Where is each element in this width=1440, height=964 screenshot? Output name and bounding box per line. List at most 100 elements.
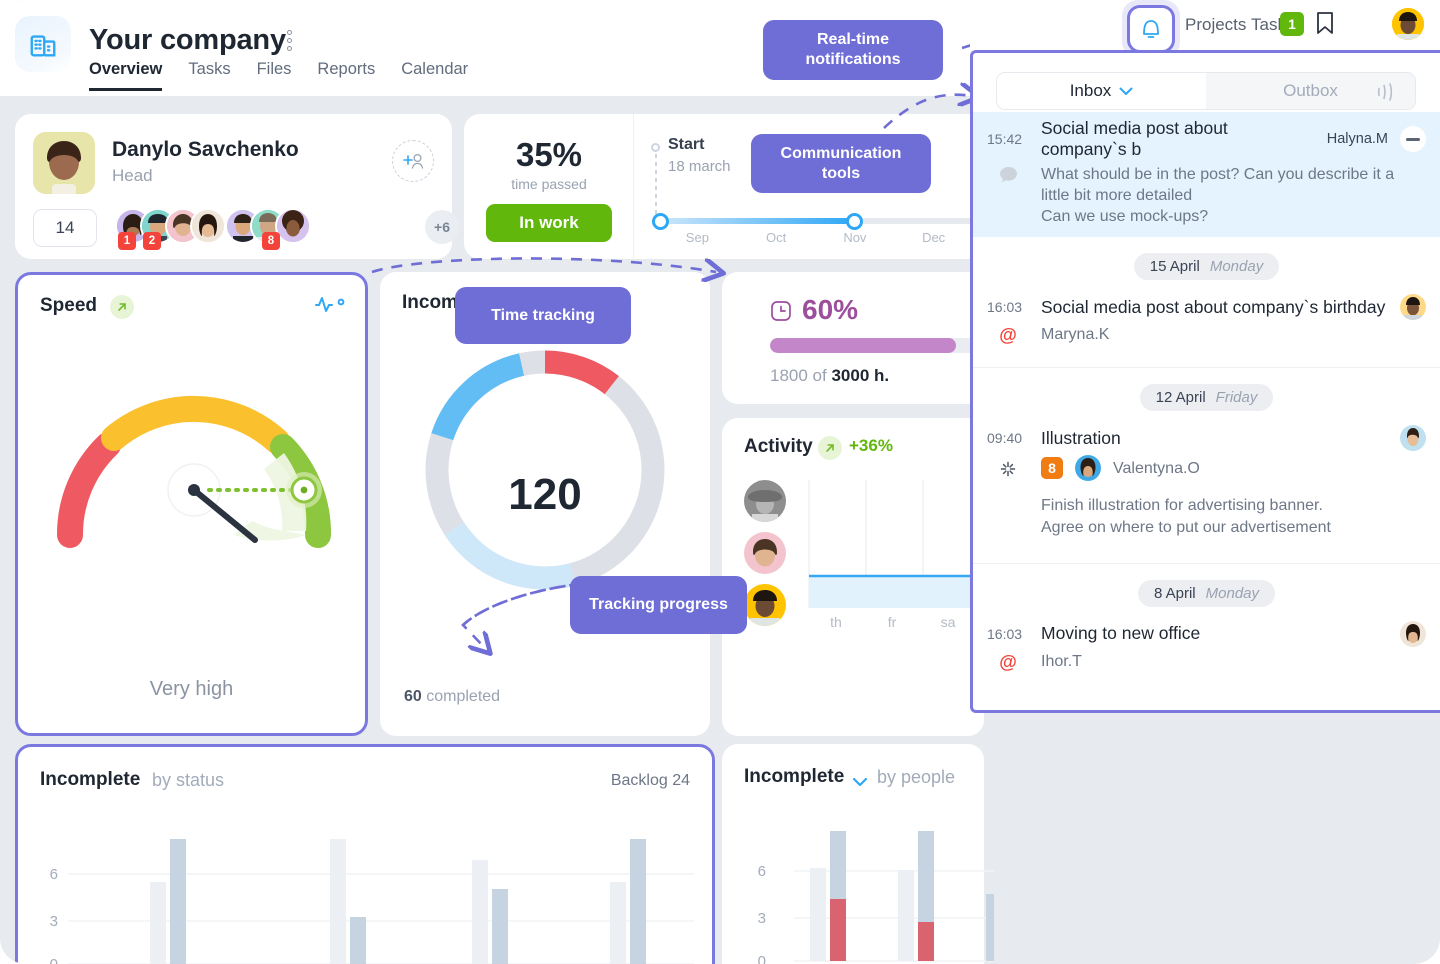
activity-card: Activity +36% [722,418,1008,736]
month-label: Dec [922,230,946,245]
avatar [33,132,95,194]
time-passed-label: time passed [511,176,587,192]
timeline-handle-end[interactable] [846,212,863,230]
day-date: Friday [1215,389,1258,407]
notification-item[interactable]: 15:42 Social media post about company`s … [973,112,1440,238]
message-title: Moving to new office [1041,623,1201,644]
timeline-slider[interactable] [652,212,973,230]
timeline-start-marker [651,143,660,152]
day-label: 12 April [1155,389,1206,407]
notifications-body: Inbox Outbox [970,50,1440,713]
completed-count: 60 [404,688,422,705]
nav-link-projects[interactable]: Projects [1185,15,1247,34]
pulse-icon [315,295,345,318]
day-separator: 15 April Monday [1133,253,1280,281]
kebab-menu-icon[interactable] [283,30,295,54]
avatar[interactable] [744,480,786,522]
day-label: 15 April [1149,258,1200,276]
avatar[interactable] [1075,455,1101,482]
svg-text:3: 3 [758,910,766,927]
more-members[interactable]: +6 [425,210,459,244]
start-label: Start [668,136,705,153]
start-date: 18 march [668,158,731,175]
tab-overview[interactable]: Overview [89,60,163,91]
tab-files[interactable]: Files [256,60,292,78]
trend-up-icon [818,436,842,460]
speed-gauge-chart [56,395,332,548]
page-title: Your company [89,24,286,56]
message-time: 16:03 [987,299,1023,316]
inbox-outbox-toggle: Inbox Outbox [996,72,1416,110]
notification-item[interactable]: 09:40 Illustration [973,419,1440,548]
day-separator: 12 April Friday [1139,384,1274,412]
building-icon [15,16,71,72]
avatar[interactable] [1400,620,1426,647]
dashboard-workspace: Danylo Savchenko Head 14 [0,96,1440,964]
status-button[interactable]: In work [486,204,612,242]
message-body: Finish illustration for advertising bann… [1041,497,1331,537]
avatar[interactable] [190,208,226,244]
notification-item[interactable]: 16:03 Moving to new office @ Ihor.T [973,615,1440,682]
tab-inbox[interactable]: Inbox [997,73,1206,109]
day-label: th [830,614,842,630]
user-avatar[interactable] [1392,8,1424,40]
time-hours: 1800 of 3000 h. [770,366,889,386]
speed-title: Speed [40,295,98,316]
message-title: Social media post about company`s birthd… [1041,296,1386,317]
avatar[interactable] [1400,425,1426,452]
task-count-badge: 1 [1280,12,1304,36]
clock-icon [770,300,792,327]
day-label: sa [940,614,956,630]
activity-avatars [744,480,786,636]
avatar[interactable] [744,532,786,574]
people-chart-title: Incomplete [744,766,845,787]
svg-text:0: 0 [50,956,58,964]
day-label: 8 April [1153,584,1196,602]
time-passed-section [464,114,634,259]
chevron-down-icon[interactable] [1119,81,1133,101]
avatar[interactable] [275,208,311,244]
sparkle-icon [987,457,1029,479]
svg-text:3: 3 [50,913,58,930]
chevron-down-icon[interactable] [852,774,868,792]
message-time: 15:42 [987,131,1023,147]
donut-footer: 60 completed [404,688,500,706]
svg-text:0: 0 [758,953,766,964]
add-person-icon[interactable] [392,140,434,182]
mention-icon: @ [999,325,1017,346]
message-time: 09:40 [987,430,1023,447]
tab-calendar[interactable]: Calendar [401,60,469,78]
bell-icon[interactable] [1127,5,1175,53]
bookmark-icon[interactable] [1316,11,1334,40]
notification-item[interactable]: 16:03 Social media post about company`s … [973,288,1440,355]
speed-card: Speed [15,272,368,736]
message-text: Valentyna.O [1113,459,1200,477]
tab-reports[interactable]: Reports [317,60,376,78]
hours-total: 3000 h. [831,366,890,385]
callout-communication-tools: Communication tools [751,134,931,193]
profile-card: Danylo Savchenko Head 14 [15,114,459,259]
activity-title: Activity [744,436,813,457]
status-badge: 1 [118,232,136,250]
completed-label: completed [426,688,501,705]
outbox-label: Outbox [1283,81,1338,100]
broadcast-icon [1375,80,1397,109]
day-separator: 8 April Monday [1137,579,1276,607]
callout-time-tracking: Time tracking [455,287,631,344]
avatar[interactable] [744,584,786,626]
trend-up-icon [110,295,134,319]
donut-center-value: 120 [508,470,582,519]
day-group: 15 April Monday 16:03 Social media post … [973,253,1440,369]
tab-outbox[interactable]: Outbox [1206,73,1415,109]
tab-tasks[interactable]: Tasks [188,60,231,78]
avatar[interactable] [1400,294,1426,321]
notifications-panel: Projects Tasks 1 Inbox [970,0,1440,713]
main-tabs: Overview Tasks Files Reports Calendar [89,60,468,91]
time-percent: 60% [802,294,859,325]
day-group: 8 April Monday 16:03 Moving to new offic… [973,579,1440,682]
message-text: What should be in the post? Can you desc… [1041,166,1395,226]
minus-icon[interactable] [1400,126,1426,152]
day-label: fr [887,614,897,630]
timeline-handle-start[interactable] [652,212,669,230]
